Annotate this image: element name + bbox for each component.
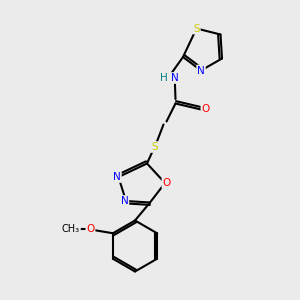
Text: O: O (201, 104, 210, 115)
Text: O: O (162, 178, 171, 188)
Text: S: S (193, 23, 200, 34)
Text: N: N (121, 196, 128, 206)
Text: CH₃: CH₃ (62, 224, 80, 234)
Text: N: N (171, 73, 179, 83)
Text: S: S (151, 142, 158, 152)
Text: H: H (160, 73, 168, 83)
Text: N: N (113, 172, 121, 182)
Text: N: N (197, 65, 205, 76)
Text: O: O (86, 224, 94, 234)
